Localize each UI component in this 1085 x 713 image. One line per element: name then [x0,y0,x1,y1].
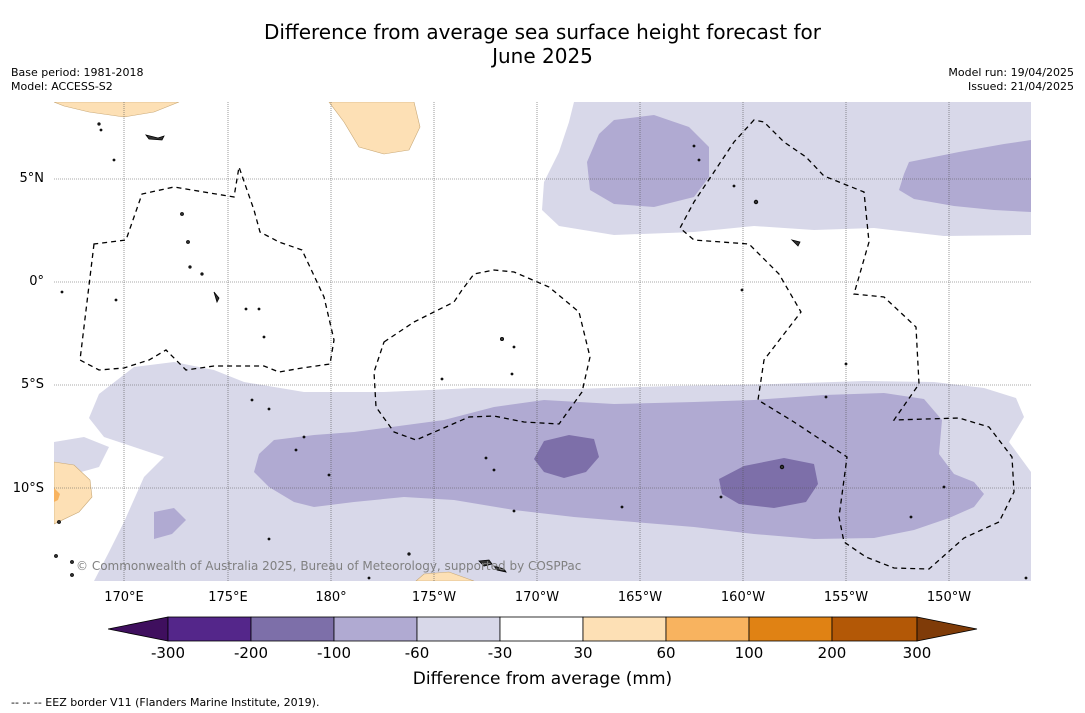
longitude-label-180: 180° [315,590,347,605]
latitude-label-0: 0° [29,274,44,289]
colorbar-label: Difference from average (mm) [412,669,673,689]
positive-anomaly-west [54,461,93,525]
latitude-label-5s: 5°S [20,377,44,392]
graticule [54,102,1031,581]
colorbar-tick-10: 300 [902,644,932,662]
positive-anomaly-west-core [54,488,60,502]
issued-date: Issued: 21/04/2025 [967,80,1074,93]
colorbar-segment-8 [748,616,833,642]
anomaly-region-northeast-medium [899,140,1031,212]
map-title: Difference from average sea surface heig… [0,20,1085,68]
positive-anomaly-north [328,102,421,155]
colorbar-tick-1: -300 [150,644,186,662]
colorbar-segment-9 [831,616,918,642]
longitude-label-175w: 175°W [411,590,457,605]
anomaly-region-north-medium [587,115,709,207]
title-line-1: Difference from average sea surface heig… [263,20,822,44]
eez-borders [79,119,1015,570]
longitude-label-150w: 150°W [926,590,972,605]
longitude-label-155w: 155°W [823,590,869,605]
eez-border-central [373,269,591,441]
eez-legend: -- -- -- EEZ border V11 (Flanders Marine… [11,696,320,709]
latitude-label-10s: 10°S [12,481,44,496]
colorbar-segment-2 [250,616,335,642]
base-period: Base period: 1981-2018 [11,66,144,79]
anomaly-patch-east-dark [719,458,818,508]
colorbar-extend-low [108,616,169,642]
model-info: Base period: 1981-2018 Model: ACCESS-S2 [11,66,143,94]
longitude-label-170w: 170°W [514,590,560,605]
colorbar-tick-2: -200 [233,644,269,662]
anomaly-patch-southwest-medium [154,508,186,539]
model-run: Model run: 19/04/2025 [948,66,1074,79]
latitude-label-5n: 5°N [19,171,45,186]
colorbar-segment-6 [582,616,667,642]
title-line-2: June 2025 [492,44,593,68]
anomaly-patch-central-dark [534,435,599,478]
positive-anomaly-south [415,571,475,581]
longitude-label-170e: 170°E [104,590,144,605]
colorbar-extend-high [916,616,978,642]
colorbar-tick-7: 60 [656,644,676,662]
colorbar-segment-7 [665,616,750,642]
colorbar-segment-3 [333,616,418,642]
longitude-label-175e: 175°E [208,590,248,605]
run-info: Model run: 19/04/2025 Issued: 21/04/2025 [948,66,1074,94]
copyright-credit: © Commonwealth of Australia 2025, Bureau… [76,559,582,573]
longitude-label-165w: 165°W [617,590,663,605]
colorbar-segment-4 [416,616,501,642]
colorbar-tick-4: -60 [404,644,430,662]
colorbar-tick-3: -100 [316,644,352,662]
eez-border-west [79,166,335,373]
longitude-label-160w: 160°W [720,590,766,605]
colorbar-tick-6: 30 [573,644,593,662]
colorbar-tick-8: 100 [734,644,764,662]
model-name: Model: ACCESS-S2 [11,80,113,93]
eez-border-east [679,119,1015,570]
colorbar-segment-5 [499,616,584,642]
colorbar-segment-1 [167,616,252,642]
sea-level-map [54,102,1031,581]
islands [54,122,1028,580]
colorbar-tick-5: -30 [487,644,513,662]
colorbar [108,616,978,642]
colorbar-tick-9: 200 [817,644,847,662]
